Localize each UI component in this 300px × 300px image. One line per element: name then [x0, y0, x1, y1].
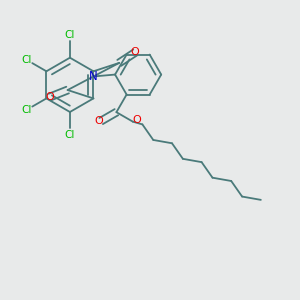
Text: Cl: Cl: [21, 105, 32, 115]
Text: Cl: Cl: [21, 55, 32, 65]
Text: O: O: [131, 47, 140, 58]
Text: N: N: [89, 70, 98, 83]
Text: O: O: [94, 116, 103, 126]
Text: O: O: [46, 92, 54, 102]
Text: Cl: Cl: [65, 30, 75, 40]
Text: O: O: [133, 115, 141, 125]
Text: Cl: Cl: [65, 130, 75, 140]
